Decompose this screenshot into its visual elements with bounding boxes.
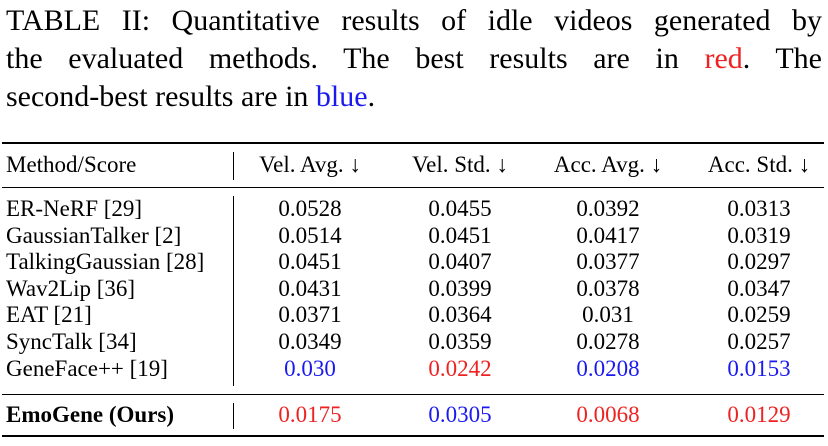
table-caption: TABLE II: Quantitative results of idle v…	[6, 2, 822, 116]
ours-vel-std: 0.0305	[428, 402, 492, 427]
value-cell-acc-std: 0.0153	[727, 355, 791, 381]
mid-rule	[2, 394, 824, 395]
value-cell-vel-std: 0.0242	[428, 355, 492, 381]
table-row: SyncTalk [34] 0.0349 0.0359 0.0278 0.0257	[0, 328, 828, 355]
bottom-rule	[2, 435, 824, 437]
method-cell: ER-NeRF [29]	[6, 196, 143, 221]
value-cell-acc-std: 0.0297	[727, 249, 791, 275]
value-cell-vel-std: 0.0359	[428, 329, 492, 354]
ours-row: EmoGene (Ours) 0.0175 0.0305 0.0068 0.01…	[0, 401, 828, 428]
value-cell-acc-std: 0.0257	[727, 329, 791, 354]
value-cell-acc-avg: 0.0378	[576, 275, 640, 301]
caption-line-3: second-best results are in blue.	[6, 78, 822, 116]
method-cell: SyncTalk [34]	[6, 329, 137, 354]
header-vel-std: Vel. Std. ↓	[412, 152, 508, 177]
value-cell-vel-std: 0.0455	[428, 196, 492, 221]
value-cell-vel-avg: 0.0514	[278, 222, 342, 248]
value-cell-acc-avg: 0.0417	[576, 222, 640, 248]
header-acc-avg: Acc. Avg. ↓	[553, 152, 663, 177]
caption-line-2-text: the evaluated methods. The best results …	[6, 42, 705, 75]
value-cell-acc-avg: 0.031	[582, 302, 634, 328]
caption-red-word: red	[704, 42, 743, 75]
method-cell: GaussianTalker [2]	[6, 222, 182, 248]
value-cell-vel-avg: 0.0349	[278, 329, 342, 354]
value-cell-acc-avg: 0.0392	[576, 196, 640, 221]
value-cell-vel-std: 0.0451	[428, 222, 492, 248]
value-cell-acc-std: 0.0347	[727, 275, 791, 301]
table-row: GaussianTalker [2] 0.0514 0.0451 0.0417 0.03…	[0, 222, 828, 249]
value-cell-acc-std: 0.0259	[727, 302, 791, 328]
caption-line-1: TABLE II: Quantitative results of idle v…	[6, 4, 822, 37]
method-cell: EAT [21]	[6, 302, 92, 328]
value-cell-vel-avg: 0.0431	[278, 275, 342, 301]
value-cell-acc-avg: 0.0278	[576, 329, 640, 354]
header-acc-std: Acc. Std. ↓	[707, 152, 811, 177]
ours-acc-avg: 0.0068	[576, 402, 640, 427]
header-method: Method/Score	[6, 152, 137, 177]
value-cell-vel-avg: 0.0528	[278, 196, 342, 221]
caption-line-3-end: .	[367, 80, 376, 113]
header-rule	[2, 187, 824, 188]
ours-acc-std: 0.0129	[727, 402, 791, 427]
value-cell-acc-avg: 0.0208	[576, 355, 640, 381]
method-cell: GeneFace++ [19]	[6, 355, 168, 381]
table-row: ER-NeRF [29] 0.0528 0.0455 0.0392 0.0313	[0, 195, 828, 222]
caption-blue-word: blue	[315, 80, 368, 113]
value-cell-vel-std: 0.0364	[428, 302, 492, 328]
value-cell-acc-std: 0.0313	[727, 196, 791, 221]
table-row: GeneFace++ [19] 0.030 0.0242 0.0208 0.0153	[0, 355, 828, 382]
table-row: TalkingGaussian [28] 0.0451 0.0407 0.0377 0.…	[0, 248, 828, 275]
value-cell-vel-std: 0.0399	[428, 275, 492, 301]
caption-line-3-text: second-best results are in	[6, 80, 316, 113]
method-cell: TalkingGaussian [28]	[6, 249, 205, 275]
value-cell-acc-std: 0.0319	[727, 222, 791, 248]
ours-vel-avg: 0.0175	[278, 402, 342, 427]
table-row: Wav2Lip [36] 0.0431 0.0399 0.0378 0.0347	[0, 275, 828, 302]
top-rule	[2, 142, 824, 144]
table-row: EAT [21] 0.0371 0.0364 0.031 0.0259	[0, 301, 828, 328]
value-cell-vel-std: 0.0407	[428, 249, 492, 275]
ours-separator	[233, 403, 234, 429]
value-cell-vel-avg: 0.0451	[278, 249, 342, 275]
header-row: Method/Score Vel. Avg. ↓ Vel. Std. ↓ Acc…	[0, 151, 828, 178]
caption-line-2: the evaluated methods. The best results …	[6, 40, 822, 78]
caption-line-2-end: . The	[742, 42, 822, 75]
method-cell: Wav2Lip [36]	[6, 275, 136, 301]
header-vel-avg: Vel. Avg. ↓	[259, 152, 361, 177]
value-cell-acc-avg: 0.0377	[576, 249, 640, 275]
header-separator	[233, 152, 234, 180]
body-separator	[233, 196, 234, 386]
value-cell-vel-avg: 0.030	[284, 355, 336, 381]
ours-method: EmoGene (Ours)	[6, 402, 175, 427]
value-cell-vel-avg: 0.0371	[278, 302, 342, 328]
